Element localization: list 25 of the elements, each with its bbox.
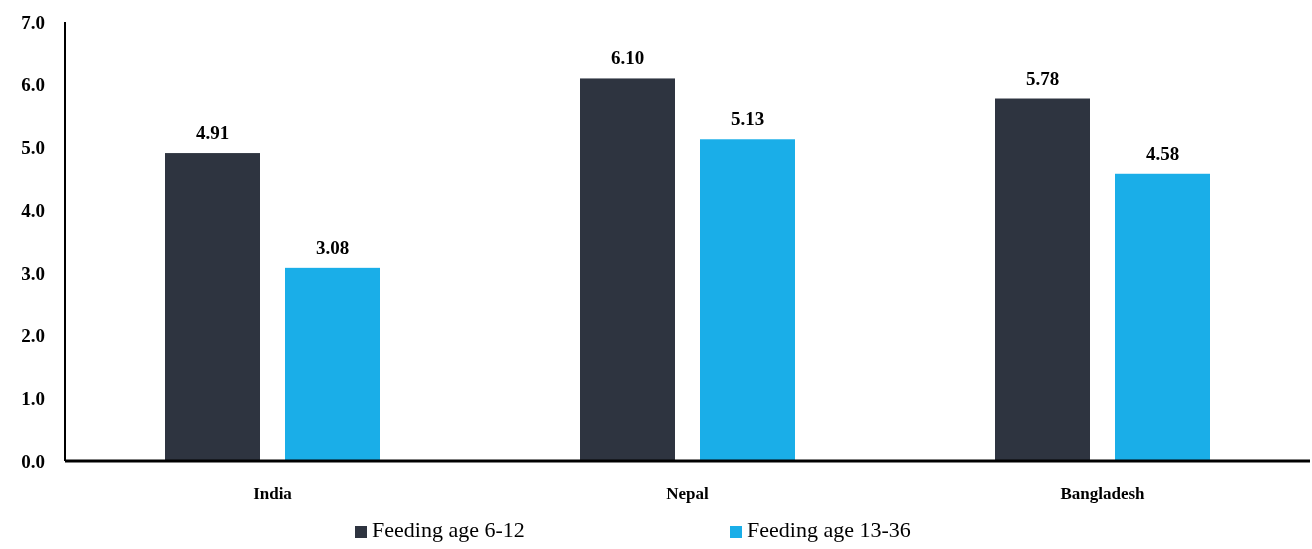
legend-label: Feeding age 13-36 xyxy=(747,517,911,542)
y-tick-label: 2.0 xyxy=(21,325,45,347)
text: 6.10 xyxy=(610,47,645,69)
text: 3.08 xyxy=(315,236,350,258)
legend-label: Feeding age 6-12 xyxy=(372,517,525,542)
text: 4.91 xyxy=(195,122,230,144)
y-tick-label: 7.0 xyxy=(21,11,45,33)
bar xyxy=(995,98,1090,461)
y-tick-label: 3.0 xyxy=(21,262,45,284)
bar xyxy=(285,267,380,461)
y-tick-label: 1.0 xyxy=(21,387,45,409)
x-tick-label: Nepal xyxy=(666,484,710,503)
y-tick-label: 6.0 xyxy=(21,74,45,96)
text: 5.78 xyxy=(1025,67,1060,89)
y-tick-label: 5.0 xyxy=(21,137,45,159)
x-tick-label: India xyxy=(253,484,293,503)
text: 5.13 xyxy=(730,108,765,130)
y-tick-label: 0.0 xyxy=(21,450,45,472)
bar xyxy=(580,78,675,461)
bar xyxy=(1115,173,1210,461)
x-tick-label: Bangladesh xyxy=(1060,484,1146,503)
bar xyxy=(165,153,260,461)
y-tick-label: 4.0 xyxy=(21,199,45,221)
text: 4.58 xyxy=(1145,142,1180,164)
bar xyxy=(700,139,795,461)
